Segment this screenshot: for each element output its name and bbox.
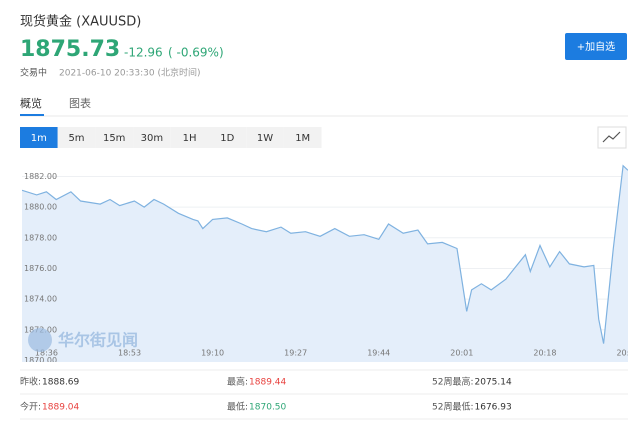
stat-value: 1676.93 <box>475 403 512 413</box>
stat-label: 52周最高: <box>432 376 474 388</box>
period-button[interactable] <box>95 127 134 148</box>
stat-label: 最高: <box>227 376 248 388</box>
y-tick-label: 1882.00 <box>24 172 57 181</box>
timestamp: 2021-06-10 20:33:30 (北京时间) <box>59 67 200 79</box>
stat-label: 最低: <box>227 401 248 413</box>
watch-button[interactable] <box>565 33 627 60</box>
stat-label: 52周最低: <box>432 401 474 413</box>
y-tick-label: 1878.00 <box>24 233 57 242</box>
period-label[interactable]: 1W <box>257 133 273 144</box>
x-tick-label: 19:10 <box>201 349 224 358</box>
y-tick-label: 1876.00 <box>24 264 57 273</box>
stat-value: 1889.44 <box>249 378 286 388</box>
watermark-logo <box>28 328 52 352</box>
watch-button-label[interactable]: +加自选 <box>577 40 615 53</box>
period-label[interactable]: 30m <box>141 133 163 144</box>
period-label[interactable]: 1H <box>183 133 197 144</box>
watermark-text: 华尔街见闻 <box>58 331 138 350</box>
stat-value: 2075.14 <box>475 378 512 388</box>
chart: 1870.001872.001874.001876.001878.001880.… <box>22 164 639 365</box>
chart-type-icon <box>602 131 621 143</box>
stat-label: 今开: <box>20 401 41 413</box>
period-button[interactable] <box>246 127 284 148</box>
stat-label: 昨收: <box>20 376 41 388</box>
title: 现货黄金 (XAUUSD) <box>20 14 141 30</box>
x-tick-label: 19:44 <box>367 349 390 358</box>
period-button[interactable] <box>170 127 209 148</box>
period-label[interactable]: 5m <box>68 133 84 144</box>
stat-value: 1889.04 <box>42 403 79 413</box>
x-tick-label: 20:01 <box>450 349 473 358</box>
period-button[interactable] <box>208 127 247 148</box>
x-tick-label: 20:35 <box>616 349 639 358</box>
change-pct: ( -0.69%) <box>168 46 224 60</box>
x-tick-label: 19:27 <box>284 349 307 358</box>
y-tick-label: 1880.00 <box>24 203 57 212</box>
chart-type-button[interactable] <box>597 126 627 149</box>
area-fill <box>22 165 628 362</box>
period-button[interactable] <box>283 127 322 148</box>
price-line <box>22 164 628 344</box>
price: 1875.73 <box>20 37 120 62</box>
x-tick-label: 20:18 <box>533 349 556 358</box>
tab[interactable]: 图表 <box>69 96 91 110</box>
x-tick-label: 18:53 <box>118 349 141 358</box>
period-button[interactable] <box>133 127 171 148</box>
period-button[interactable] <box>57 127 96 148</box>
y-tick-label: 1870.00 <box>24 356 57 365</box>
period-label[interactable]: 1m <box>31 133 47 144</box>
period-label[interactable]: 1M <box>295 133 310 144</box>
period-label[interactable]: 15m <box>103 133 125 144</box>
status: 交易中 <box>20 67 47 79</box>
tab[interactable]: 概览 <box>20 96 42 110</box>
x-tick-label: 18:36 <box>35 349 58 358</box>
period-label[interactable]: 1D <box>220 133 234 144</box>
period-button[interactable] <box>20 127 58 148</box>
change: -12.96 <box>124 46 163 60</box>
y-tick-label: 1874.00 <box>24 295 57 304</box>
stat-value: 1888.69 <box>42 378 79 388</box>
stat-value: 1870.50 <box>249 403 286 413</box>
